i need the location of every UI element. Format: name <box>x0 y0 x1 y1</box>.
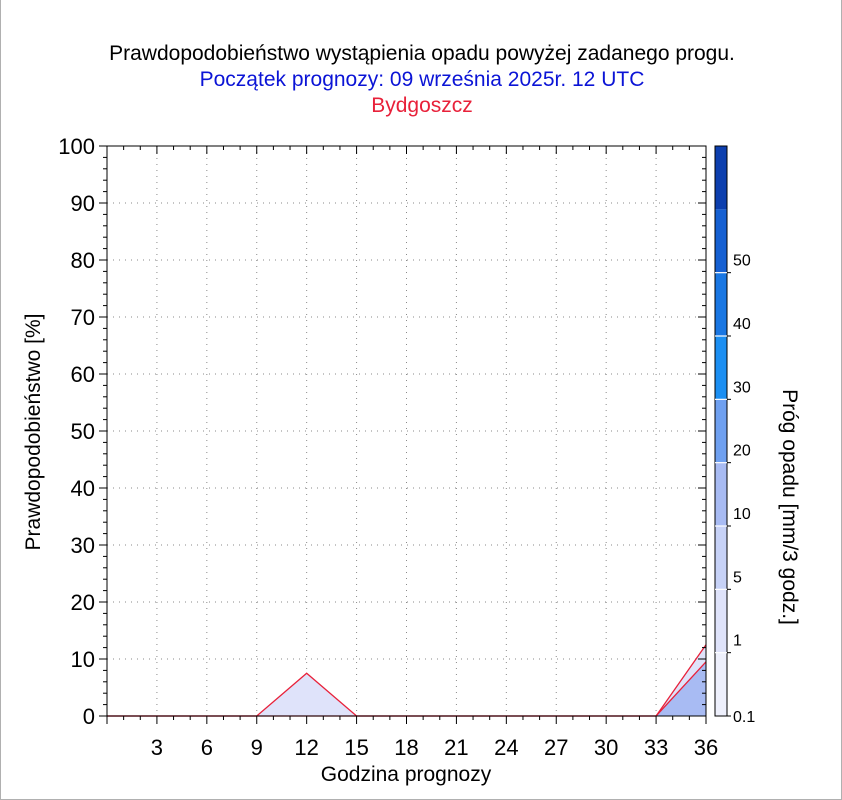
y-tick-label: 20 <box>71 590 95 615</box>
x-tick-label: 33 <box>644 735 668 760</box>
colorbar-tick-label: 1 <box>733 633 742 650</box>
colorbar-tick-label: 40 <box>733 316 751 333</box>
area-fill-threshold-1 <box>107 661 706 716</box>
colorbar: 0.1 1 5 10 20 30 40 50 <box>714 145 755 726</box>
location-name: Bydgoszcz <box>371 94 473 117</box>
x-tick-labels: 3 6 9 12 15 18 21 24 27 30 33 36 <box>151 735 718 760</box>
y-tick-label: 70 <box>71 305 95 330</box>
x-tick-label: 24 <box>494 735 518 760</box>
x-axis-label: Godzina prognozy <box>321 763 492 786</box>
y-tick-label: 30 <box>71 533 95 558</box>
y-tick-label: 80 <box>71 248 95 273</box>
y-tick-label: 50 <box>71 419 95 444</box>
colorbar-tick-label: 20 <box>733 443 751 460</box>
grid-lines <box>107 146 706 716</box>
axes <box>99 145 707 724</box>
y-tick-labels: 0 10 20 30 40 50 60 70 80 90 100 <box>58 134 95 729</box>
y-tick-label: 40 <box>71 476 95 501</box>
colorbar-tick-label: 30 <box>733 379 751 396</box>
x-tick-label: 30 <box>594 735 618 760</box>
y-tick-label: 90 <box>71 191 95 216</box>
colorbar-band-0.1 <box>715 652 727 716</box>
series-line-threshold-1 <box>107 661 707 717</box>
colorbar-tick-label: 0.1 <box>733 709 755 726</box>
y-tick-label: 100 <box>58 134 95 159</box>
colorbar-band-20 <box>715 399 727 463</box>
colorbar-tick-label: 10 <box>733 506 751 523</box>
x-tick-label: 6 <box>201 735 213 760</box>
colorbar-band-50 <box>715 209 727 273</box>
colorbar-tick-label: 5 <box>733 569 742 586</box>
colorbar-band-above <box>715 146 727 210</box>
x-tick-label: 21 <box>444 735 468 760</box>
colorbar-band-10 <box>715 462 727 526</box>
colorbar-band-40 <box>715 272 727 336</box>
x-tick-label: 15 <box>344 735 368 760</box>
colorbar-band-5 <box>715 526 727 590</box>
y-axis-label: Prawdopodobieństwo [%] <box>22 314 45 551</box>
plot-border <box>106 145 707 717</box>
y-tick-label: 0 <box>83 704 95 729</box>
forecast-start-subtitle: Początek prognozy: 09 września 2025r. 12… <box>199 68 645 91</box>
chart-title: Prawdopodobieństwo wystąpienia opadu pow… <box>109 42 735 65</box>
x-tick-label: 36 <box>694 735 718 760</box>
x-tick-label: 27 <box>544 735 568 760</box>
x-tick-label: 3 <box>151 735 163 760</box>
colorbar-band-30 <box>715 336 727 400</box>
x-tick-label: 12 <box>294 735 318 760</box>
colorbar-label: Próg opadu [mm/3 godz.] <box>778 389 801 625</box>
y-tick-label: 10 <box>71 647 95 672</box>
colorbar-tick-label: 50 <box>733 253 751 270</box>
x-tick-label: 18 <box>394 735 418 760</box>
x-tick-label: 9 <box>251 735 263 760</box>
colorbar-band-1 <box>715 589 727 653</box>
y-tick-label: 60 <box>71 362 95 387</box>
colorbar-border <box>714 145 728 717</box>
